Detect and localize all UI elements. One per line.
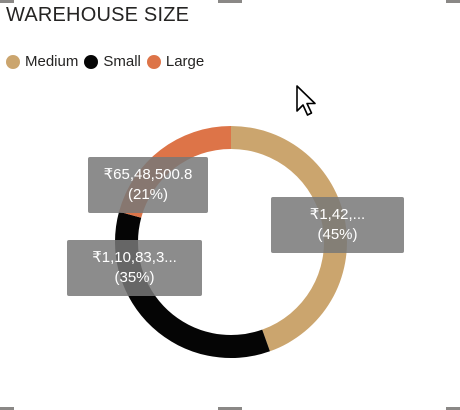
data-label-medium: ₹1,42,... (45%) [271,197,404,253]
legend-label-medium: Medium [25,53,79,70]
data-label-small: ₹1,10,83,3... (35%) [67,240,202,296]
data-label-value-large: ₹65,48,500.8 [104,166,193,183]
mouse-pointer-icon [296,85,316,116]
legend-item-large[interactable]: Large [146,53,205,70]
data-label-percent-small: (35%) [114,269,154,286]
resize-handle-bottom-left[interactable] [0,407,14,410]
legend-item-small[interactable]: Small [84,53,141,70]
data-label-box-small [67,240,202,296]
chart-legend: Medium Small Large [6,53,210,70]
donut-slice-medium[interactable] [231,126,347,352]
data-label-percent-medium: (45%) [317,226,357,243]
data-label-box-large [88,157,208,213]
legend-label-large: Large [165,53,205,70]
data-label-percent-large: (21%) [128,186,168,203]
data-label-box-medium [271,197,404,253]
chart-title: WAREHOUSE SIZE [6,4,190,26]
resize-handle-bottom-right[interactable] [446,407,460,410]
data-label-value-small: ₹1,10,83,3... [92,249,177,266]
resize-handle-top-mid[interactable] [218,0,242,3]
legend-swatch-large [146,54,161,69]
legend-label-small: Small [103,53,141,70]
legend-item-medium[interactable]: Medium [6,53,78,70]
resize-handle-top-right[interactable] [446,0,460,3]
data-label-value-medium: ₹1,42,... [310,206,365,223]
resize-handle-top-left[interactable] [0,0,14,3]
donut-slice-small[interactable] [114,211,270,358]
legend-swatch-small [84,54,99,69]
data-label-large: ₹65,48,500.8 (21%) [88,157,208,213]
resize-handle-bottom-mid[interactable] [218,407,242,410]
legend-swatch-medium [6,54,20,69]
